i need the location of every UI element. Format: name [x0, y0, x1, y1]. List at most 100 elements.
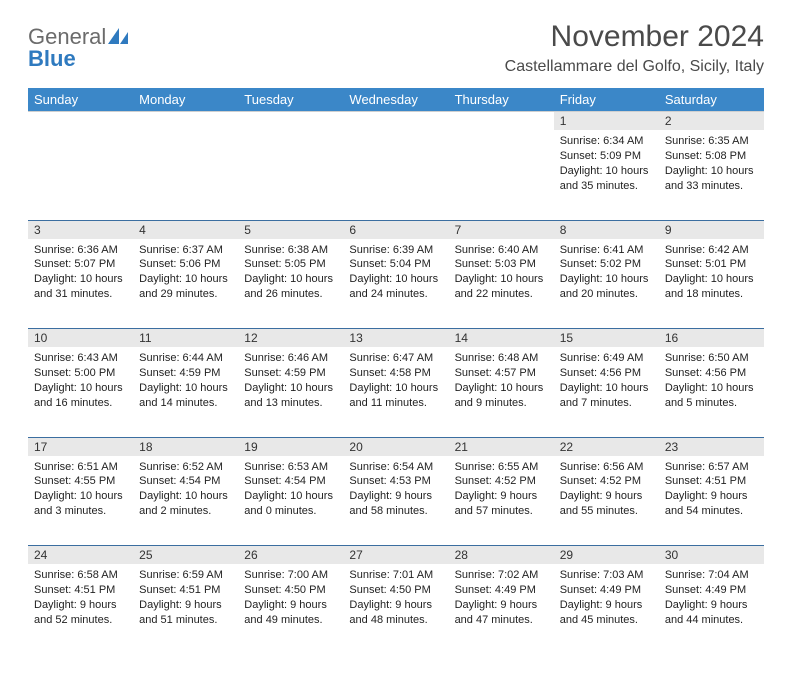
day-number-cell: 1	[554, 112, 659, 131]
day-number-cell: 12	[238, 329, 343, 348]
daylight-text: and 35 minutes.	[560, 179, 653, 194]
day-content-cell: Sunrise: 6:50 AMSunset: 4:56 PMDaylight:…	[659, 347, 764, 437]
day-number-cell: 2	[659, 112, 764, 131]
day-content-cell: Sunrise: 7:00 AMSunset: 4:50 PMDaylight:…	[238, 564, 343, 654]
day-number-cell: 14	[449, 329, 554, 348]
sunrise-text: Sunrise: 6:53 AM	[244, 460, 337, 475]
day-number-cell: 22	[554, 437, 659, 456]
sunset-text: Sunset: 4:51 PM	[34, 583, 127, 598]
daylight-text: Daylight: 10 hours	[455, 272, 548, 287]
day-number-cell: 16	[659, 329, 764, 348]
daylight-text: Daylight: 9 hours	[560, 489, 653, 504]
daylight-text: Daylight: 10 hours	[665, 164, 758, 179]
daylight-text: Daylight: 10 hours	[244, 381, 337, 396]
daylight-text: and 31 minutes.	[34, 287, 127, 302]
sunset-text: Sunset: 4:56 PM	[665, 366, 758, 381]
day-number-cell: 11	[133, 329, 238, 348]
daylight-text: Daylight: 10 hours	[455, 381, 548, 396]
daylight-text: Daylight: 10 hours	[560, 164, 653, 179]
day-number-cell: 18	[133, 437, 238, 456]
daylight-text: Daylight: 10 hours	[139, 272, 232, 287]
brand-blue: Blue	[28, 46, 76, 71]
day-content-cell: Sunrise: 6:55 AMSunset: 4:52 PMDaylight:…	[449, 456, 554, 546]
sunrise-text: Sunrise: 6:51 AM	[34, 460, 127, 475]
day-content-cell: Sunrise: 6:57 AMSunset: 4:51 PMDaylight:…	[659, 456, 764, 546]
sunrise-text: Sunrise: 6:52 AM	[139, 460, 232, 475]
day-number-cell: 5	[238, 220, 343, 239]
day-content-cell: Sunrise: 6:35 AMSunset: 5:08 PMDaylight:…	[659, 130, 764, 220]
sunrise-text: Sunrise: 6:47 AM	[349, 351, 442, 366]
daylight-text: Daylight: 9 hours	[349, 489, 442, 504]
sunset-text: Sunset: 5:00 PM	[34, 366, 127, 381]
day-content-row: Sunrise: 6:43 AMSunset: 5:00 PM Daylight:…	[28, 347, 764, 437]
daylight-text: and 48 minutes.	[349, 613, 442, 628]
day-number-cell: 17	[28, 437, 133, 456]
sunset-text: Sunset: 5:08 PM	[665, 149, 758, 164]
daylight-text: and 29 minutes.	[139, 287, 232, 302]
day-content-cell	[343, 130, 448, 220]
day-content-cell: Sunrise: 6:56 AMSunset: 4:52 PMDaylight:…	[554, 456, 659, 546]
daylight-text: and 33 minutes.	[665, 179, 758, 194]
daylight-text: Daylight: 10 hours	[139, 381, 232, 396]
weekday-header: Saturday	[659, 88, 764, 112]
sunrise-text: Sunrise: 6:35 AM	[665, 134, 758, 149]
daylight-text: Daylight: 10 hours	[244, 272, 337, 287]
sunset-text: Sunset: 5:04 PM	[349, 257, 442, 272]
sail-icon	[108, 26, 130, 48]
sunrise-text: Sunrise: 6:39 AM	[349, 243, 442, 258]
day-number-cell: 21	[449, 437, 554, 456]
weekday-header: Thursday	[449, 88, 554, 112]
daylight-text: and 7 minutes.	[560, 396, 653, 411]
day-content-cell: Sunrise: 6:37 AMSunset: 5:06 PMDaylight:…	[133, 239, 238, 329]
sunrise-text: Sunrise: 6:50 AM	[665, 351, 758, 366]
daylight-text: Daylight: 9 hours	[34, 598, 127, 613]
sunset-text: Sunset: 4:51 PM	[665, 474, 758, 489]
daylight-text: and 44 minutes.	[665, 613, 758, 628]
sunrise-text: Sunrise: 6:58 AM	[34, 568, 127, 583]
sunrise-text: Sunrise: 7:02 AM	[455, 568, 548, 583]
sunset-text: Sunset: 4:49 PM	[665, 583, 758, 598]
day-content-cell: Sunrise: 6:42 AMSunset: 5:01 PMDaylight:…	[659, 239, 764, 329]
sunset-text: Sunset: 4:54 PM	[244, 474, 337, 489]
daylight-text: Daylight: 9 hours	[665, 489, 758, 504]
sunrise-text: Sunrise: 7:03 AM	[560, 568, 653, 583]
daylight-text: Daylight: 9 hours	[560, 598, 653, 613]
day-content-cell	[133, 130, 238, 220]
daylight-text: and 52 minutes.	[34, 613, 127, 628]
sunrise-text: Sunrise: 6:41 AM	[560, 243, 653, 258]
day-content-cell: Sunrise: 6:40 AMSunset: 5:03 PMDaylight:…	[449, 239, 554, 329]
sunset-text: Sunset: 5:02 PM	[560, 257, 653, 272]
daylight-text: Daylight: 10 hours	[349, 381, 442, 396]
day-number-cell	[133, 112, 238, 131]
sunrise-text: Sunrise: 6:46 AM	[244, 351, 337, 366]
day-number-cell: 15	[554, 329, 659, 348]
sunrise-text: Sunrise: 6:42 AM	[665, 243, 758, 258]
daylight-text: Daylight: 10 hours	[665, 272, 758, 287]
daylight-text: Daylight: 10 hours	[34, 489, 127, 504]
day-content-cell: Sunrise: 6:59 AMSunset: 4:51 PMDaylight:…	[133, 564, 238, 654]
sunset-text: Sunset: 4:59 PM	[139, 366, 232, 381]
daylight-text: and 18 minutes.	[665, 287, 758, 302]
weekday-header: Monday	[133, 88, 238, 112]
daylight-text: Daylight: 10 hours	[349, 272, 442, 287]
sunrise-text: Sunrise: 6:48 AM	[455, 351, 548, 366]
daylight-text: and 54 minutes.	[665, 504, 758, 519]
daylight-text: Daylight: 9 hours	[455, 598, 548, 613]
sunrise-text: Sunrise: 6:43 AM	[34, 351, 127, 366]
day-content-cell: Sunrise: 6:54 AMSunset: 4:53 PMDaylight:…	[343, 456, 448, 546]
day-number-cell: 9	[659, 220, 764, 239]
daylight-text: Daylight: 9 hours	[455, 489, 548, 504]
daylight-text: and 26 minutes.	[244, 287, 337, 302]
daylight-text: and 57 minutes.	[455, 504, 548, 519]
sunrise-text: Sunrise: 6:36 AM	[34, 243, 127, 258]
day-number-cell: 3	[28, 220, 133, 239]
weekday-header: Wednesday	[343, 88, 448, 112]
sunrise-text: Sunrise: 6:54 AM	[349, 460, 442, 475]
day-number-row: 12	[28, 112, 764, 131]
sunset-text: Sunset: 4:50 PM	[349, 583, 442, 598]
daylight-text: and 9 minutes.	[455, 396, 548, 411]
day-content-cell: Sunrise: 6:36 AMSunset: 5:07 PMDaylight:…	[28, 239, 133, 329]
day-content-cell: Sunrise: 6:53 AMSunset: 4:54 PMDaylight:…	[238, 456, 343, 546]
day-content-row: Sunrise: 6:36 AMSunset: 5:07 PMDaylight:…	[28, 239, 764, 329]
day-content-row: Sunrise: 6:58 AMSunset: 4:51 PMDaylight:…	[28, 564, 764, 654]
